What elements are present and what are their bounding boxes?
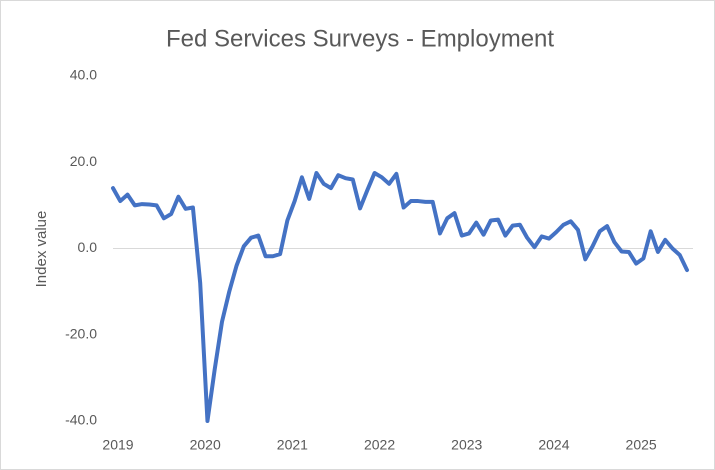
chart-title: Fed Services Surveys - Employment bbox=[166, 25, 554, 52]
x-tick-label: 2025 bbox=[626, 437, 657, 453]
x-tick-label: 2020 bbox=[190, 437, 221, 453]
y-tick-label: 40.0 bbox=[70, 67, 97, 83]
y-tick-label: 0.0 bbox=[78, 239, 98, 255]
y-tick-label: -40.0 bbox=[65, 412, 97, 428]
x-tick-label: 2024 bbox=[538, 437, 569, 453]
y-axis-title: Index value bbox=[33, 211, 50, 288]
x-tick-label: 2019 bbox=[102, 437, 133, 453]
x-tick-label: 2022 bbox=[364, 437, 395, 453]
x-tick-label: 2023 bbox=[451, 437, 482, 453]
y-tick-label: -20.0 bbox=[65, 325, 97, 341]
y-tick-label: 20.0 bbox=[70, 153, 97, 169]
data-line bbox=[111, 171, 689, 423]
x-tick-label: 2021 bbox=[277, 437, 308, 453]
